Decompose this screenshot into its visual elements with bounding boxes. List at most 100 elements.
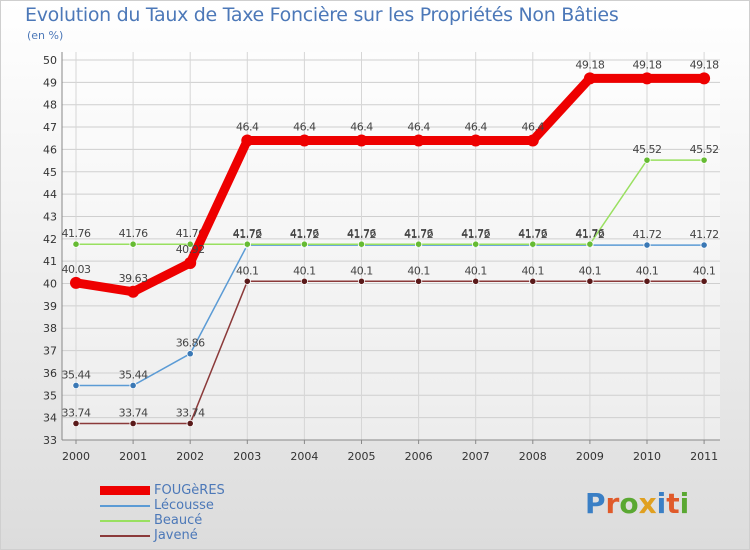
y-tick-label: 42 xyxy=(43,233,57,246)
y-tick-label: 46 xyxy=(43,143,57,156)
logo-letter: t xyxy=(666,487,680,520)
data-label: 41.72 xyxy=(347,228,376,241)
data-label: 33.74 xyxy=(119,406,148,419)
data-label: 41.76 xyxy=(119,227,148,240)
data-point xyxy=(472,277,480,285)
data-label: 41.72 xyxy=(290,228,319,241)
data-label: 41.76 xyxy=(347,227,376,240)
legend-swatch xyxy=(100,520,150,522)
y-tick-label: 41 xyxy=(43,255,57,268)
data-label: 49.18 xyxy=(633,58,662,71)
legend-label: Beaucé xyxy=(154,513,203,528)
legend-item: Javené xyxy=(100,528,260,543)
series-lécousse: 35.44 35.44 36.86 41.72 41.72 41.72 41.72 41.72… xyxy=(62,228,719,390)
chart-title: Evolution du Taux de Taxe Foncière sur l… xyxy=(25,4,619,26)
legend-swatch xyxy=(100,486,150,495)
logo-letter: i xyxy=(656,487,667,520)
data-point xyxy=(586,240,594,248)
data-label: 49.18 xyxy=(690,58,719,71)
series-javené: 33.74 33.74 33.74 40.1 40.1 40.1 40.1 40.1 40.1 4… xyxy=(62,264,716,428)
legend-item: Beaucé xyxy=(100,513,260,528)
data-point xyxy=(643,241,651,249)
series-line xyxy=(75,244,705,387)
data-point xyxy=(643,156,651,164)
x-tick-label: 2006 xyxy=(405,450,433,463)
y-tick-label: 43 xyxy=(43,210,57,223)
data-label: 41.76 xyxy=(62,227,91,240)
data-label: 41.72 xyxy=(518,228,547,241)
legend-item: Lécousse xyxy=(100,498,260,513)
data-label: 41.76 xyxy=(290,227,319,240)
data-point xyxy=(357,277,366,285)
data-label: 33.74 xyxy=(176,406,205,419)
data-point xyxy=(129,240,137,248)
data-label: 46.4 xyxy=(293,120,316,133)
y-tick-label: 36 xyxy=(43,367,57,380)
data-point xyxy=(186,240,194,248)
data-label: 41.72 xyxy=(233,228,262,241)
x-tick-label: 2004 xyxy=(290,450,318,463)
data-point xyxy=(129,381,137,390)
legend-label: Lécousse xyxy=(154,498,214,513)
data-point xyxy=(526,134,539,147)
data-point xyxy=(469,134,482,147)
legend-label: Javené xyxy=(154,528,198,543)
y-tick-label: 48 xyxy=(43,99,57,112)
data-label: 33.74 xyxy=(62,406,91,419)
data-point xyxy=(698,72,711,85)
series-fougères: 40.03 39.63 40.92 46.4 46.4 46.4 46.4 46.4 46.4 4… xyxy=(62,58,720,298)
x-tick-label: 2003 xyxy=(233,450,261,463)
data-label: 40.1 xyxy=(293,264,316,277)
x-tick-label: 2007 xyxy=(462,450,490,463)
data-label: 41.72 xyxy=(633,228,662,241)
data-point xyxy=(72,419,80,428)
data-point xyxy=(700,156,708,164)
data-label: 40.1 xyxy=(522,264,545,277)
x-tick-label: 2008 xyxy=(519,450,547,463)
data-point xyxy=(529,277,537,285)
data-point xyxy=(643,277,651,285)
data-point xyxy=(414,277,423,285)
data-point xyxy=(72,381,80,390)
data-point xyxy=(412,134,425,147)
series-line xyxy=(75,159,705,245)
x-tick-label: 2009 xyxy=(576,450,604,463)
data-label: 41.76 xyxy=(461,227,490,240)
data-label: 45.52 xyxy=(633,143,662,156)
legend-swatch xyxy=(100,535,150,537)
data-label: 35.44 xyxy=(62,368,91,381)
legend-swatch xyxy=(100,505,150,507)
data-label: 46.4 xyxy=(522,120,545,133)
data-label: 45.52 xyxy=(690,143,719,156)
data-label: 40.1 xyxy=(236,264,259,277)
data-point xyxy=(414,240,423,248)
data-label: 46.4 xyxy=(236,120,259,133)
data-point xyxy=(300,240,308,248)
logo-letter: x xyxy=(638,487,657,520)
data-label: 40.92 xyxy=(176,243,205,256)
logo-letter: i xyxy=(679,487,690,520)
data-point xyxy=(700,241,708,249)
proxiti-logo: Proxiti xyxy=(585,487,689,520)
data-label: 41.76 xyxy=(233,227,262,240)
data-point xyxy=(186,419,194,428)
data-point xyxy=(70,276,82,289)
y-tick-label: 45 xyxy=(43,166,57,179)
legend-label: FOUGèRES xyxy=(154,483,225,498)
data-label: 41.76 xyxy=(575,227,604,240)
data-point xyxy=(241,134,254,147)
data-point xyxy=(298,134,311,147)
data-point xyxy=(243,277,251,285)
data-point xyxy=(586,277,594,285)
series-line xyxy=(71,73,709,297)
data-label: 40.1 xyxy=(693,264,716,277)
data-label: 41.72 xyxy=(461,228,490,241)
data-point xyxy=(357,240,366,248)
legend: FOUGèRES Lécousse Beaucé Javené xyxy=(100,483,260,543)
data-label: 46.4 xyxy=(350,120,373,133)
data-label: 40.1 xyxy=(464,264,487,277)
data-point xyxy=(700,277,708,285)
data-point xyxy=(184,256,197,269)
data-point xyxy=(355,134,368,147)
